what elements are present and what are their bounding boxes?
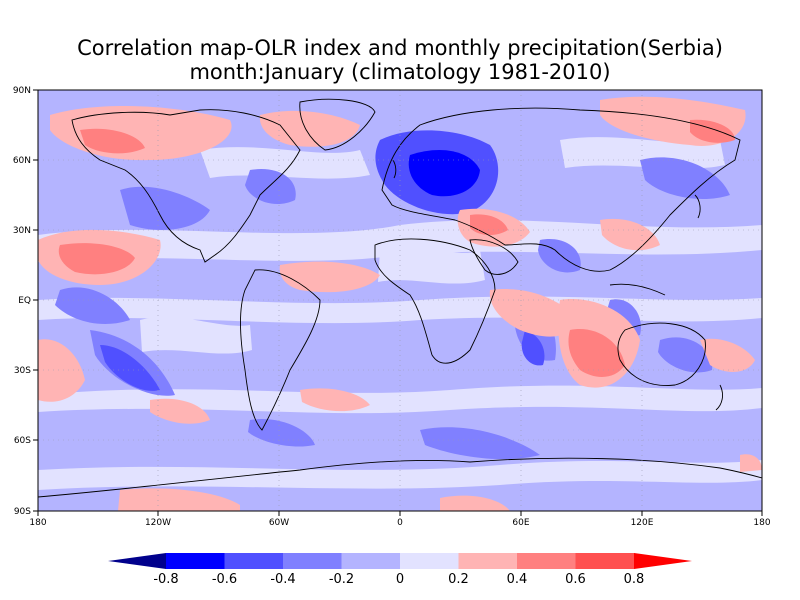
colorbar-arrow-high [634, 553, 692, 569]
coastlines [38, 98, 762, 498]
colorbar-swatch [341, 553, 401, 569]
lat-label-90n: 90N [13, 86, 31, 96]
field-strong-negative [100, 130, 545, 391]
coast-eurasia [381, 107, 741, 272]
field-moderate-negative [55, 157, 730, 460]
colorbar-swatch [166, 553, 225, 569]
title-line-1: Correlation map-OLR index and monthly pr… [77, 36, 723, 60]
coast-north-america [71, 109, 301, 263]
colorbar-label: -0.4 [270, 572, 295, 587]
colorbar-label: 0.8 [624, 572, 645, 587]
tick-marks [33, 89, 763, 516]
lon-label-0: 0 [397, 518, 403, 528]
x-axis-labels: 180 120W 60W 0 60E 120E 180 [29, 518, 770, 528]
lon-label-60e: 60E [512, 518, 529, 528]
lat-label-90s: 90S [14, 507, 31, 517]
field-very-strong-negative [408, 150, 480, 197]
colorbar-swatch [575, 553, 635, 569]
map-title: Correlation map-OLR index and monthly pr… [0, 36, 800, 84]
coast-greenland [299, 98, 376, 151]
lon-label-120e: 120E [631, 518, 654, 528]
coast-arabia [469, 239, 519, 275]
lat-label-30n: 30N [13, 226, 31, 236]
colorbar-swatch [517, 553, 576, 569]
colorbar-label: -0.2 [329, 572, 354, 587]
colorbar-swatch [400, 553, 459, 569]
y-axis-labels: 90N 60N 30N EQ 30S 60S 90S [13, 86, 31, 517]
colorbar-label: 0.2 [448, 572, 469, 587]
lon-label-60w: 60W [269, 518, 289, 528]
colorbar-label: -0.6 [212, 572, 237, 587]
lat-label-60n: 60N [13, 156, 31, 166]
coast-south-america [240, 269, 321, 431]
field-moderate-positive [58, 119, 736, 377]
colorbar-label: 0.4 [507, 572, 528, 587]
field-near-zero [38, 137, 762, 490]
lon-label-120w: 120W [145, 518, 171, 528]
lat-label-eq: EQ [18, 296, 31, 306]
colorbar-swatch [283, 553, 342, 569]
colorbar-label: 0 [396, 572, 404, 587]
coast-australia [617, 322, 706, 386]
coast-antarctica [38, 457, 762, 498]
colorbar-label: -0.8 [153, 572, 178, 587]
lat-label-60s: 60S [14, 436, 31, 446]
graticule [38, 90, 762, 511]
coast-islands [392, 159, 723, 411]
colorbar-swatch [458, 553, 518, 569]
lon-label-180e: 180 [753, 518, 770, 528]
lat-label-30s: 30S [14, 366, 31, 376]
colorbar-swatch [224, 553, 284, 569]
coast-africa [374, 238, 496, 364]
colorbar: -0.8 -0.6 -0.4 -0.2 0 0.2 0.4 0.6 0.8 [108, 553, 692, 587]
title-line-2: month:January (climatology 1981-2010) [189, 60, 611, 84]
colorbar-arrow-low [108, 553, 166, 569]
lon-label-180w: 180 [29, 518, 46, 528]
colorbar-label: 0.6 [565, 572, 586, 587]
